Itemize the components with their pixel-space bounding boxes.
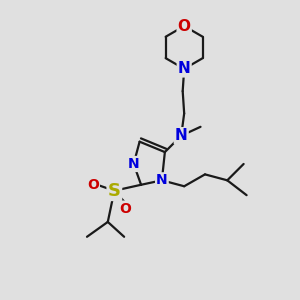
Text: O: O bbox=[120, 202, 132, 216]
Text: N: N bbox=[156, 173, 168, 187]
Text: N: N bbox=[128, 157, 140, 171]
Text: N: N bbox=[175, 128, 188, 143]
Text: S: S bbox=[108, 182, 121, 200]
Text: O: O bbox=[178, 19, 191, 34]
Text: N: N bbox=[178, 61, 190, 76]
Text: O: O bbox=[87, 178, 99, 192]
